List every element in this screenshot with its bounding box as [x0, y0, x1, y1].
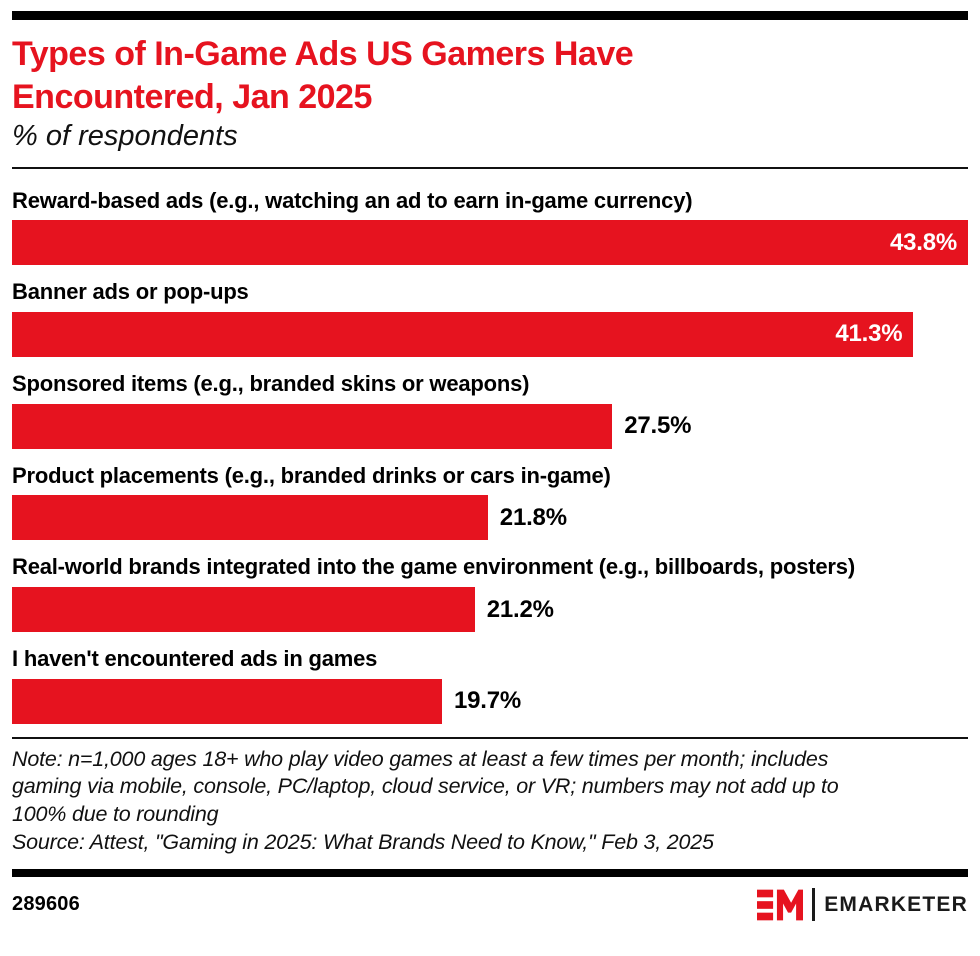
bar-category-label: Reward-based ads (e.g., watching an ad t… [12, 187, 693, 213]
footer: 289606 EMARKETER [12, 888, 968, 922]
bar-category-label: I haven't encountered ads in games [12, 646, 378, 672]
bar-track: 41.3% [12, 311, 968, 357]
chart-id: 289606 [12, 893, 80, 916]
bar-value-outside: 19.7% [454, 687, 522, 715]
top-divider [12, 11, 968, 20]
bar-value-inside: 41.3% [835, 320, 903, 348]
header-divider [12, 166, 968, 169]
bar-category-label: Real-world brands integrated into the ga… [12, 554, 855, 580]
bar-track: 27.5% [12, 403, 968, 449]
chart-source: Source: Attest, "Gaming in 2025: What Br… [12, 830, 714, 855]
note-divider [12, 736, 968, 739]
bar-row: Real-world brands integrated into the ga… [12, 553, 968, 633]
bar-value-outside: 21.2% [486, 595, 554, 623]
bar [12, 495, 488, 541]
bar-value-inside: 43.8% [889, 228, 957, 256]
bar-category-label: Banner ads or pop-ups [12, 279, 249, 305]
bar: 43.8% [12, 220, 968, 266]
footnote-block: Note: n=1,000 ages 18+ who play video ga… [12, 736, 968, 857]
bar-row: I haven't encountered ads in games 19.7% [12, 645, 968, 724]
emarketer-logo: EMARKETER [757, 888, 968, 922]
bar-chart: Reward-based ads (e.g., watching an ad t… [12, 169, 968, 724]
bar-value-outside: 21.8% [499, 503, 567, 531]
bar-category-label: Product placements (e.g., branded drinks… [12, 462, 611, 488]
bar-row: Reward-based ads (e.g., watching an ad t… [12, 187, 968, 266]
footer-divider [12, 868, 968, 877]
bar [12, 403, 613, 449]
brand-wordmark: EMARKETER [824, 892, 968, 916]
bar [12, 587, 475, 633]
page-subtitle: % of respondents [12, 119, 238, 152]
bar-track: 21.2% [12, 587, 968, 633]
bar-track: 43.8% [12, 220, 968, 266]
page-title: Types of In-Game Ads US Gamers Have Enco… [12, 35, 634, 116]
bar-row: Product placements (e.g., branded drinks… [12, 462, 968, 541]
bar [12, 678, 442, 724]
bar-row: Banner ads or pop-ups 41.3% [12, 278, 968, 357]
bar: 41.3% [12, 311, 914, 357]
bar-category-label: Sponsored items (e.g., branded skins or … [12, 370, 530, 396]
bar-track: 19.7% [12, 678, 968, 724]
bar-track: 21.8% [12, 495, 968, 541]
logo-separator [812, 888, 816, 922]
bar-row: Sponsored items (e.g., branded skins or … [12, 370, 968, 449]
chart-note: Note: n=1,000 ages 18+ who play video ga… [12, 746, 839, 826]
bar-value-outside: 27.5% [624, 412, 692, 440]
em-monogram-icon [757, 889, 804, 921]
